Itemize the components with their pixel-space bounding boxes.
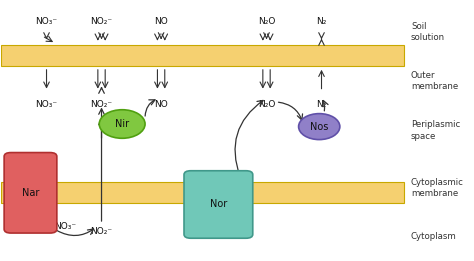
Text: Nos: Nos bbox=[310, 122, 328, 132]
Text: NO₃⁻: NO₃⁻ bbox=[36, 100, 57, 109]
Text: N₂: N₂ bbox=[316, 17, 327, 26]
FancyBboxPatch shape bbox=[0, 182, 404, 203]
Text: Soil
solution: Soil solution bbox=[411, 22, 445, 42]
Text: Periplasmic
space: Periplasmic space bbox=[411, 120, 460, 141]
Text: Outer
membrane: Outer membrane bbox=[411, 71, 458, 91]
Text: NO₂⁻: NO₂⁻ bbox=[91, 227, 113, 236]
Text: N₂O: N₂O bbox=[258, 17, 275, 26]
FancyBboxPatch shape bbox=[4, 153, 57, 233]
Text: Cytoplasm: Cytoplasm bbox=[411, 233, 456, 241]
Text: NO: NO bbox=[154, 100, 168, 109]
Text: NO: NO bbox=[154, 17, 168, 26]
Text: Cytoplasmic
membrane: Cytoplasmic membrane bbox=[411, 177, 464, 198]
Text: NO₃⁻: NO₃⁻ bbox=[36, 17, 57, 26]
FancyBboxPatch shape bbox=[0, 45, 404, 66]
Text: Nor: Nor bbox=[210, 199, 227, 210]
Text: NO₂⁻: NO₂⁻ bbox=[91, 100, 113, 109]
Ellipse shape bbox=[299, 114, 340, 140]
Text: Nir: Nir bbox=[115, 119, 129, 129]
Ellipse shape bbox=[99, 110, 145, 138]
Text: NO₃⁻: NO₃⁻ bbox=[55, 222, 77, 231]
Text: NO₂⁻: NO₂⁻ bbox=[91, 17, 113, 26]
FancyBboxPatch shape bbox=[184, 171, 253, 238]
Text: N₂O: N₂O bbox=[258, 100, 275, 109]
Text: Nar: Nar bbox=[22, 188, 39, 198]
Text: N₂: N₂ bbox=[316, 100, 327, 109]
